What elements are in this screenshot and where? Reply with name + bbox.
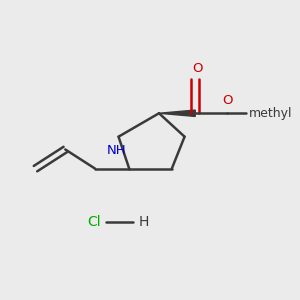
Text: O: O [222,94,232,107]
Text: NH: NH [106,144,126,157]
Text: H: H [139,215,149,229]
Text: Cl: Cl [87,215,100,229]
Text: O: O [192,62,202,75]
Polygon shape [159,110,195,116]
Text: methyl: methyl [249,107,292,120]
